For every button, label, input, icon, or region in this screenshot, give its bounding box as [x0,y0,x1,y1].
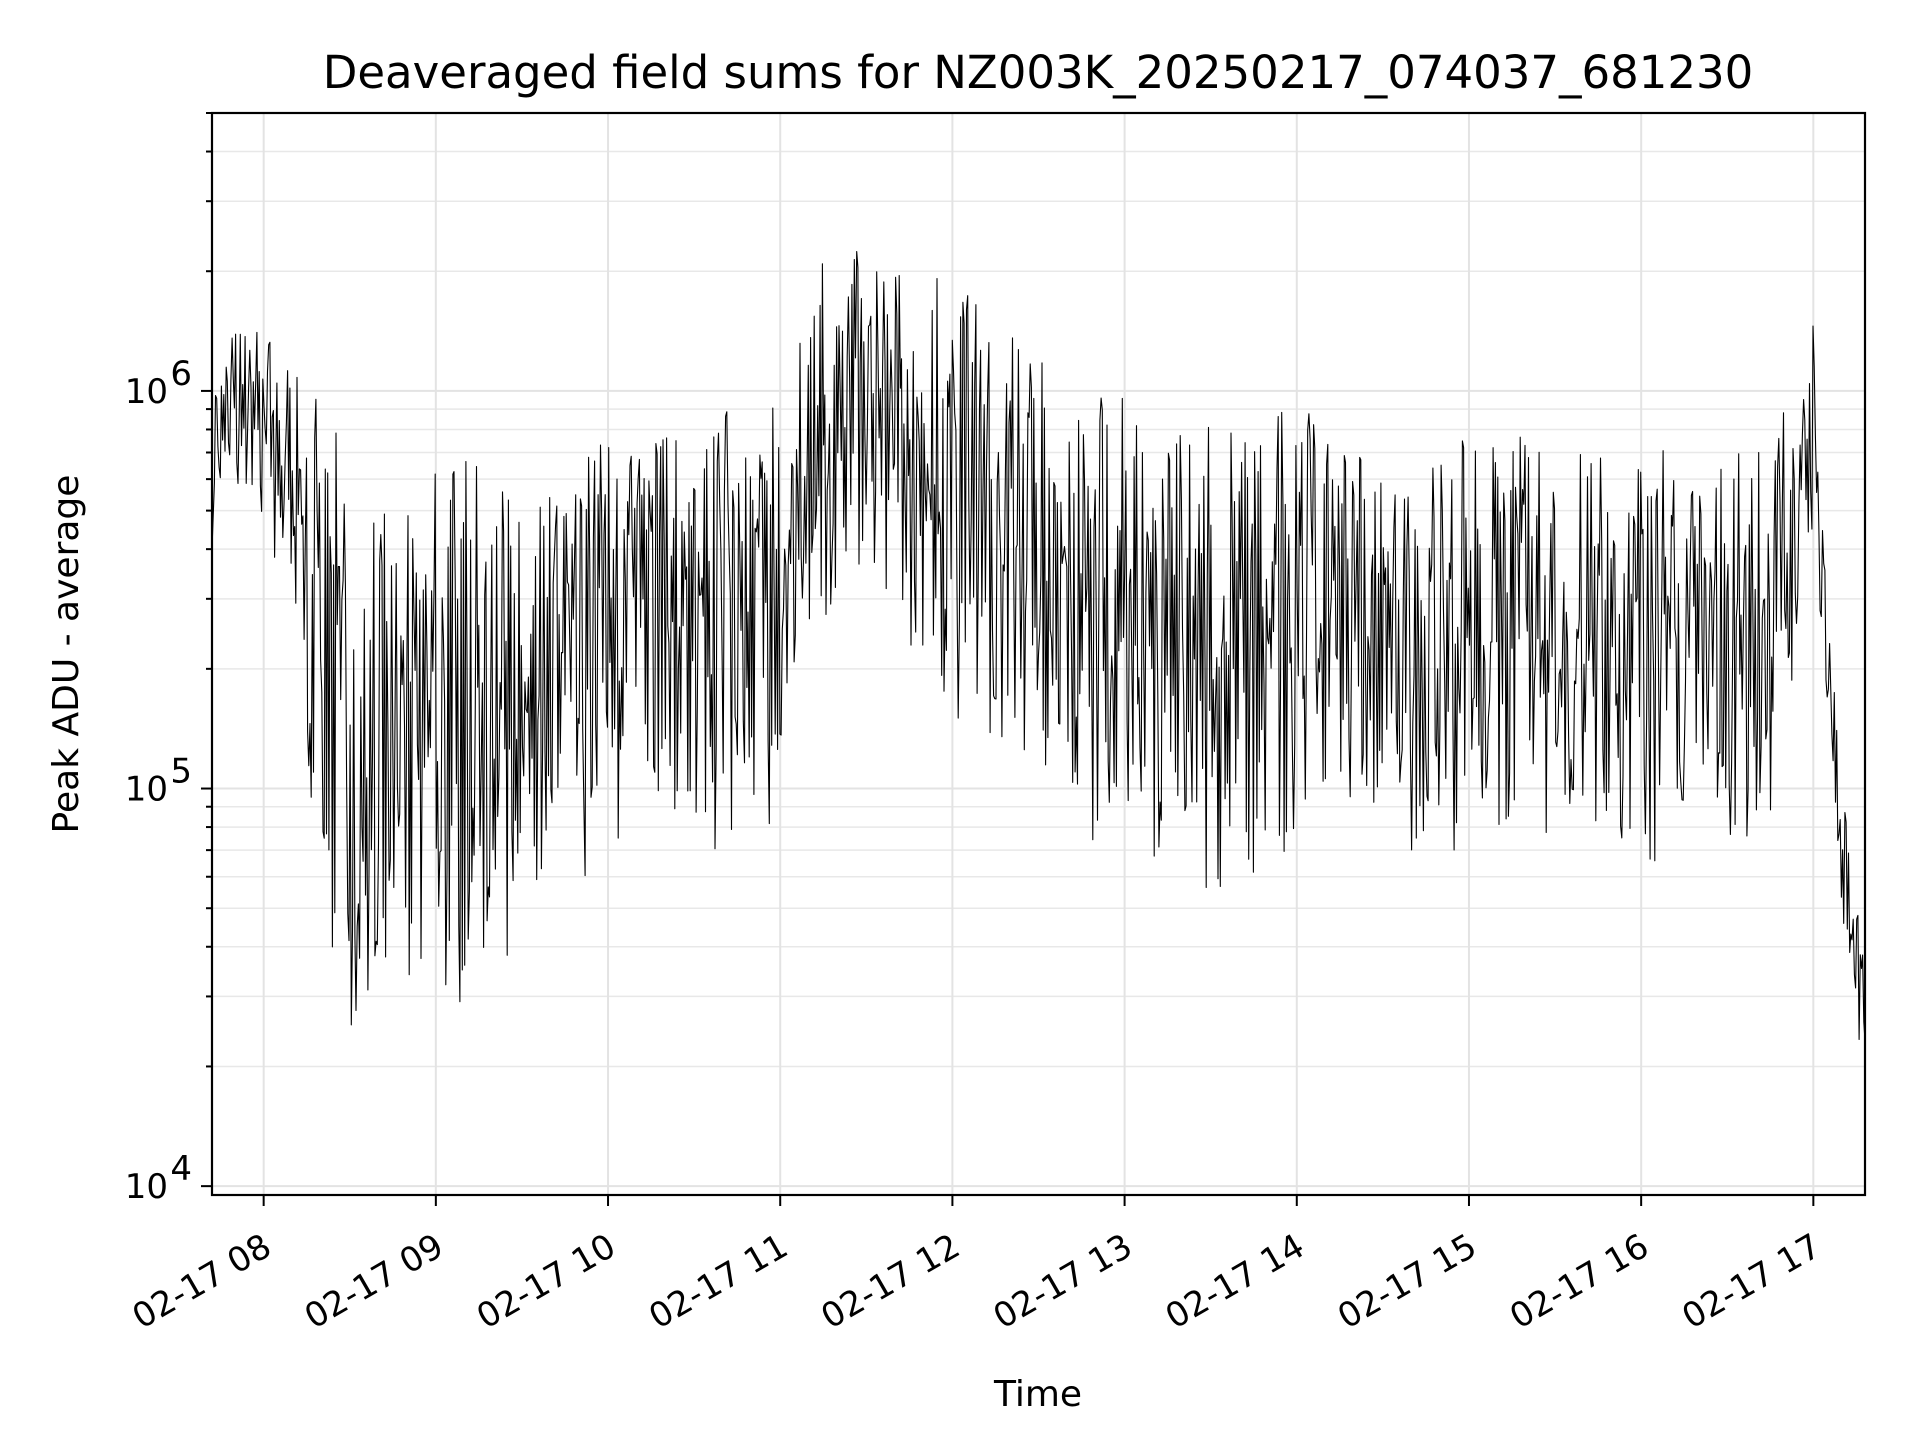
y-tick-label: 10 [125,372,168,412]
y-tick-label: 10 [125,770,168,810]
x-tick-label: 02-17 15 [1331,1226,1483,1337]
x-tick-label: 02-17 10 [470,1226,622,1337]
x-tick-label: 02-17 14 [1159,1226,1311,1337]
y-tick-exponent: 5 [170,752,192,792]
x-tick-label: 02-17 17 [1675,1226,1827,1337]
series-line [211,250,1866,1041]
y-tick-exponent: 6 [170,354,192,394]
series-layer [211,250,1866,1041]
y-axis-label: Peak ADU - average [46,475,87,834]
x-tick-label: 02-17 12 [815,1226,967,1337]
y-tick-exponent: 4 [170,1149,192,1189]
x-tick-label: 02-17 08 [126,1226,278,1337]
x-axis-label: Time [993,1374,1082,1415]
x-tick-label: 02-17 13 [987,1226,1139,1337]
x-tick-label: 02-17 16 [1503,1226,1655,1337]
x-tick-label: 02-17 09 [298,1226,450,1337]
plot-frame [210,111,1867,1197]
chart-title: Deaveraged field sums for NZ003K_2025021… [323,46,1754,99]
x-tick-label: 02-17 11 [642,1226,794,1337]
y-tick-label: 10 [125,1167,168,1207]
